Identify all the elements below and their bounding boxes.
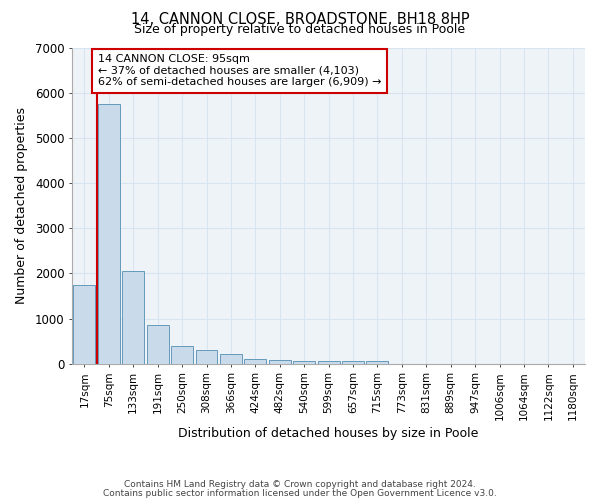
Text: Contains HM Land Registry data © Crown copyright and database right 2024.: Contains HM Land Registry data © Crown c… <box>124 480 476 489</box>
Text: Size of property relative to detached houses in Poole: Size of property relative to detached ho… <box>134 24 466 36</box>
Bar <box>220 354 242 364</box>
Text: Contains public sector information licensed under the Open Government Licence v3: Contains public sector information licen… <box>103 488 497 498</box>
Bar <box>73 284 95 364</box>
Bar <box>269 360 291 364</box>
Bar <box>293 361 315 364</box>
Bar <box>98 104 120 364</box>
Bar <box>196 350 217 364</box>
X-axis label: Distribution of detached houses by size in Poole: Distribution of detached houses by size … <box>178 427 479 440</box>
Bar <box>367 361 388 364</box>
Text: 14, CANNON CLOSE, BROADSTONE, BH18 8HP: 14, CANNON CLOSE, BROADSTONE, BH18 8HP <box>131 12 469 28</box>
Bar <box>342 361 364 364</box>
Bar <box>171 346 193 364</box>
Bar <box>146 326 169 364</box>
Text: 14 CANNON CLOSE: 95sqm
← 37% of detached houses are smaller (4,103)
62% of semi-: 14 CANNON CLOSE: 95sqm ← 37% of detached… <box>98 54 382 88</box>
Bar <box>122 271 144 364</box>
Y-axis label: Number of detached properties: Number of detached properties <box>15 107 28 304</box>
Bar <box>244 358 266 364</box>
Bar <box>317 362 340 364</box>
